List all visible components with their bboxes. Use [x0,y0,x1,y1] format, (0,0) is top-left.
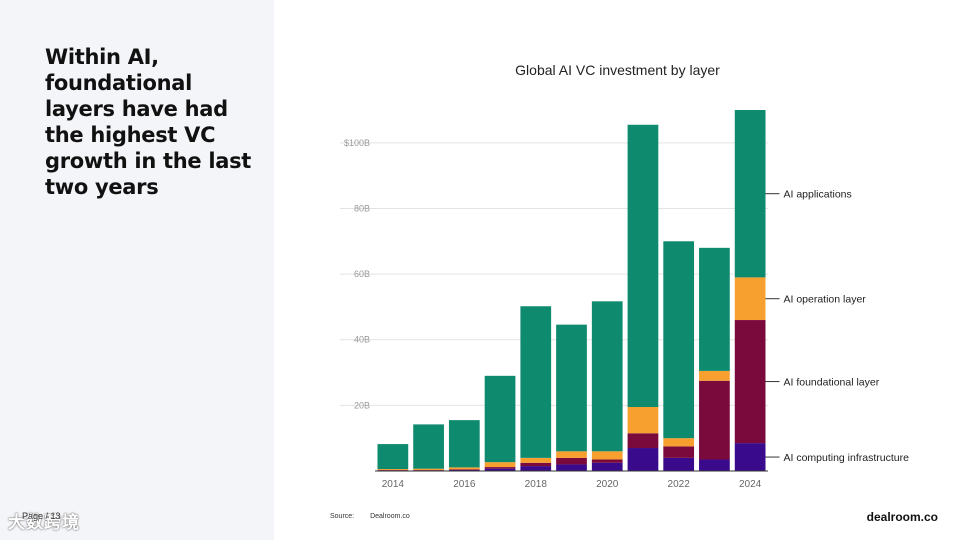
bar-segment [699,380,730,460]
y-tick-label: 60B [354,269,370,279]
left-panel: Within AI, foundational layers have had … [0,0,274,540]
bar-segment [484,468,516,471]
bar-segment [556,451,587,458]
bar-segment [663,446,695,458]
y-axis-ticks: 20B 40B 60B 80B $100B [344,138,370,411]
x-tick-label: 2024 [739,479,762,490]
bar-segment [377,444,409,470]
bar-segment [591,451,623,460]
watermark-logo: 大数跨境 [8,513,80,533]
bar-segment [520,462,552,467]
bar-segment [663,241,695,439]
bar-segment [591,301,623,452]
legend-label: AI foundational layer [783,377,879,389]
x-axis-ticks: 2014 2016 2018 2020 2022 2024 [382,479,762,490]
bar-segment [627,407,659,434]
bar-segment [448,469,480,471]
legend-label: AI applications [783,189,851,201]
bar-segment [627,448,659,471]
x-tick-label: 2020 [596,479,619,490]
bar-segment [734,320,766,444]
bar-segment [699,247,730,371]
legend-label: AI computing infrastructure [783,452,909,464]
bar-segment [520,466,552,471]
bar-segment [448,467,480,470]
bar-segment [734,277,766,321]
bar-segment [627,433,659,449]
bar-segment [663,438,695,447]
source-label: Source: [330,513,355,520]
y-tick-label: 20B [354,400,370,410]
source-value: Dealroom.co [370,513,410,520]
bar-segment [413,424,444,469]
slide-headline: Within AI, foundational layers have had … [45,45,252,199]
bar-segment [591,462,623,471]
bar-segment [663,457,695,471]
bar-segment [591,459,623,463]
bar-segment [484,467,516,469]
x-tick-label: 2018 [525,479,548,490]
y-tick-label: 80B [354,203,370,213]
bar-segment [556,464,587,471]
y-tick-label: $100B [344,138,370,148]
bar-segment [699,370,730,381]
bars [377,110,766,471]
bar-segment [734,443,766,471]
bar-segment [377,469,409,471]
gridlines [340,142,768,406]
source-note: Source: Dealroom.co [330,513,410,520]
bar-segment [699,459,730,471]
y-tick-label: 40B [354,335,370,345]
x-tick-label: 2014 [382,479,405,490]
x-tick-label: 2022 [668,479,691,490]
bar-segment [556,324,587,452]
bar-segment [520,306,552,458]
brand-logo: dealroom.co [866,510,938,524]
legend-label: AI operation layer [783,294,866,306]
bar-segment [484,462,516,468]
bar-segment [734,110,766,278]
bar-segment [448,420,480,468]
bar-segment [556,457,587,465]
chart-title: Global AI VC investment by layer [515,62,720,78]
x-tick-label: 2016 [453,479,476,490]
bar-segment [520,457,552,463]
bar-segment [484,375,516,463]
bar-segment [413,468,444,471]
page-number: Page / 13 [22,511,61,521]
legend: AI computing infrastructure AI foundation… [765,189,909,464]
bar-segment [627,124,659,408]
